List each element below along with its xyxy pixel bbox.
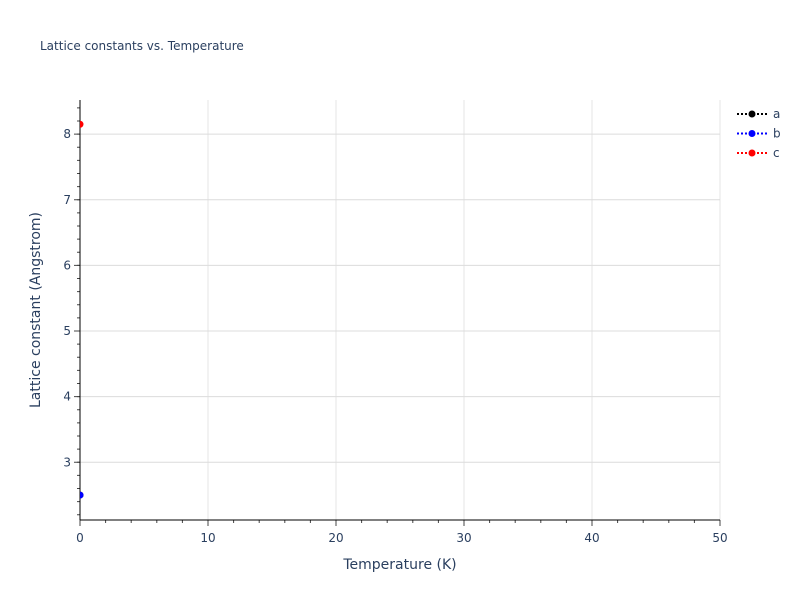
y-tick-label: 6 — [63, 258, 71, 272]
legend-label: b — [773, 127, 781, 141]
legend-label: a — [773, 107, 780, 121]
data-point-b — [80, 491, 84, 499]
y-tick-label: 5 — [63, 324, 71, 338]
x-tick-label: 10 — [200, 531, 215, 545]
data-points — [80, 120, 84, 499]
legend-marker — [748, 110, 756, 118]
legend-item-c[interactable]: c — [737, 146, 780, 160]
legend-label: c — [773, 146, 780, 160]
y-tick-label: 3 — [63, 455, 71, 469]
legend-item-a[interactable]: a — [737, 107, 780, 121]
x-tick-label: 50 — [712, 531, 727, 545]
legend-item-b[interactable]: b — [737, 127, 781, 141]
x-tick-label: 20 — [328, 531, 343, 545]
x-tick-label: 40 — [584, 531, 599, 545]
x-axis-label: Temperature (K) — [342, 557, 456, 573]
legend[interactable]: abc — [737, 107, 781, 160]
y-tick-label: 4 — [63, 390, 71, 404]
legend-marker — [748, 149, 756, 157]
x-tick-label: 0 — [76, 531, 84, 545]
grid — [80, 100, 721, 520]
legend-marker — [748, 130, 756, 137]
y-axis-label: Lattice constant (Angstrom) — [28, 212, 44, 408]
x-tick-label: 30 — [456, 531, 471, 545]
chart-title: Lattice constants vs. Temperature — [40, 39, 244, 53]
data-point-c — [80, 120, 84, 128]
y-tick-label: 8 — [63, 127, 71, 141]
y-tick-label: 7 — [63, 193, 71, 207]
axes: 0 10 20 30 40 50 3 4 5 6 7 8 — [63, 100, 728, 545]
